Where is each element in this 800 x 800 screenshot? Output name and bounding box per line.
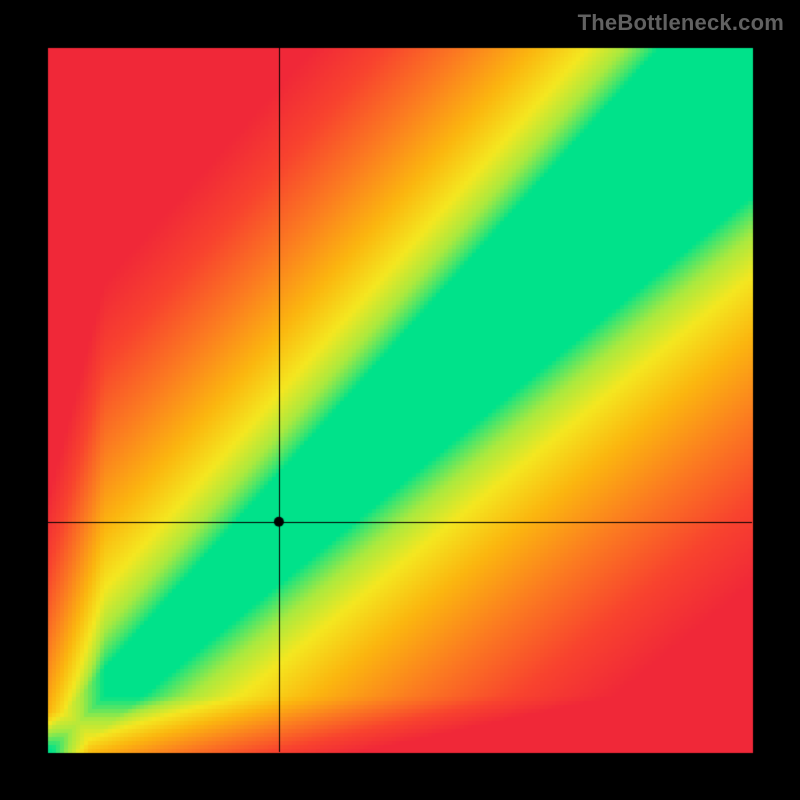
- watermark-text: TheBottleneck.com: [578, 10, 784, 36]
- bottleneck-heatmap: [0, 0, 800, 800]
- chart-container: { "watermark": { "text": "TheBottleneck.…: [0, 0, 800, 800]
